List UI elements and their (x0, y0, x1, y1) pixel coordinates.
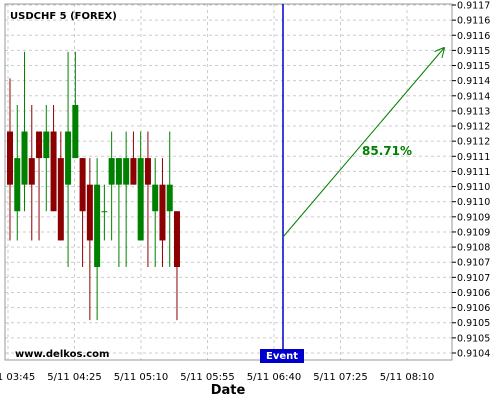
candle-body (86, 184, 93, 241)
plot-frame (4, 3, 453, 361)
candle-body (57, 158, 64, 241)
y-tick-label: 0.9112 (457, 137, 490, 148)
candle-body (115, 158, 122, 185)
candle-body (79, 158, 86, 212)
watermark: www.delkos.com (15, 349, 109, 360)
y-tick-label: 0.9105 (457, 318, 490, 329)
y-tick-label: 0.9110 (457, 182, 490, 193)
candle-body (36, 131, 43, 159)
candle-body (14, 158, 21, 212)
candle-body (137, 158, 144, 241)
y-tick-label: 0.9109 (457, 227, 490, 238)
event-box (260, 349, 304, 363)
y-tick-label: 0.9109 (457, 212, 490, 223)
y-tick-label: 0.9111 (457, 152, 490, 163)
candle-body (50, 131, 57, 212)
candle-body (72, 104, 79, 159)
candle-body (152, 184, 159, 212)
candle-body (28, 158, 35, 185)
x-tick-label: 5/11 05:10 (114, 372, 168, 383)
candle-body (65, 131, 72, 185)
candle-body (43, 131, 50, 159)
event-label: Event (266, 351, 298, 362)
x-tick-label: 5/11 08:10 (380, 372, 434, 383)
candle-body (123, 158, 130, 185)
candle-body (108, 158, 115, 185)
y-tick-label: 0.9107 (457, 258, 490, 269)
y-tick-label: 0.9106 (457, 288, 490, 299)
y-tick-label: 0.9115 (457, 46, 490, 57)
y-tick-label: 0.9104 (457, 349, 490, 360)
chart-title: USDCHF 5 (FOREX) (10, 11, 117, 22)
x-tick-label: 5/11 05:55 (180, 372, 234, 383)
x-tick-label: 5/11 07:25 (313, 372, 367, 383)
y-tick-label: 0.9113 (457, 106, 490, 117)
candle-body (159, 184, 166, 241)
y-tick-label: 0.9112 (457, 122, 490, 133)
y-tick-label: 0.9108 (457, 243, 490, 254)
candle-body (101, 211, 108, 213)
candle-body (130, 158, 137, 185)
y-tick-label: 0.9106 (457, 303, 490, 314)
y-tick-label: 0.9116 (457, 31, 490, 42)
y-tick-label: 0.9117 (457, 1, 490, 12)
y-tick-label: 0.9110 (457, 197, 490, 208)
y-tick-label: 0.9114 (457, 91, 490, 102)
candle-body (21, 131, 28, 185)
x-tick-label: 5/11 04:25 (47, 372, 101, 383)
y-tick-label: 0.9111 (457, 167, 490, 178)
candle-body (166, 184, 173, 212)
y-tick-label: 0.9107 (457, 273, 490, 284)
candle-body (173, 211, 180, 268)
x-tick-label: 5/11 03:45 (0, 372, 35, 383)
y-tick-label: 0.9105 (457, 333, 490, 344)
candle-body (144, 158, 151, 185)
candle-body (7, 131, 13, 185)
y-tick-label: 0.9115 (457, 61, 490, 72)
prediction-arrow (282, 48, 444, 238)
y-tick-label: 0.9116 (457, 16, 490, 27)
x-axis-title: Date (211, 383, 246, 398)
candle-body (94, 184, 101, 268)
annotation: 85.71% (362, 144, 412, 158)
y-tick-label: 0.9114 (457, 76, 490, 87)
x-tick-label: 5/11 06:40 (247, 372, 301, 383)
